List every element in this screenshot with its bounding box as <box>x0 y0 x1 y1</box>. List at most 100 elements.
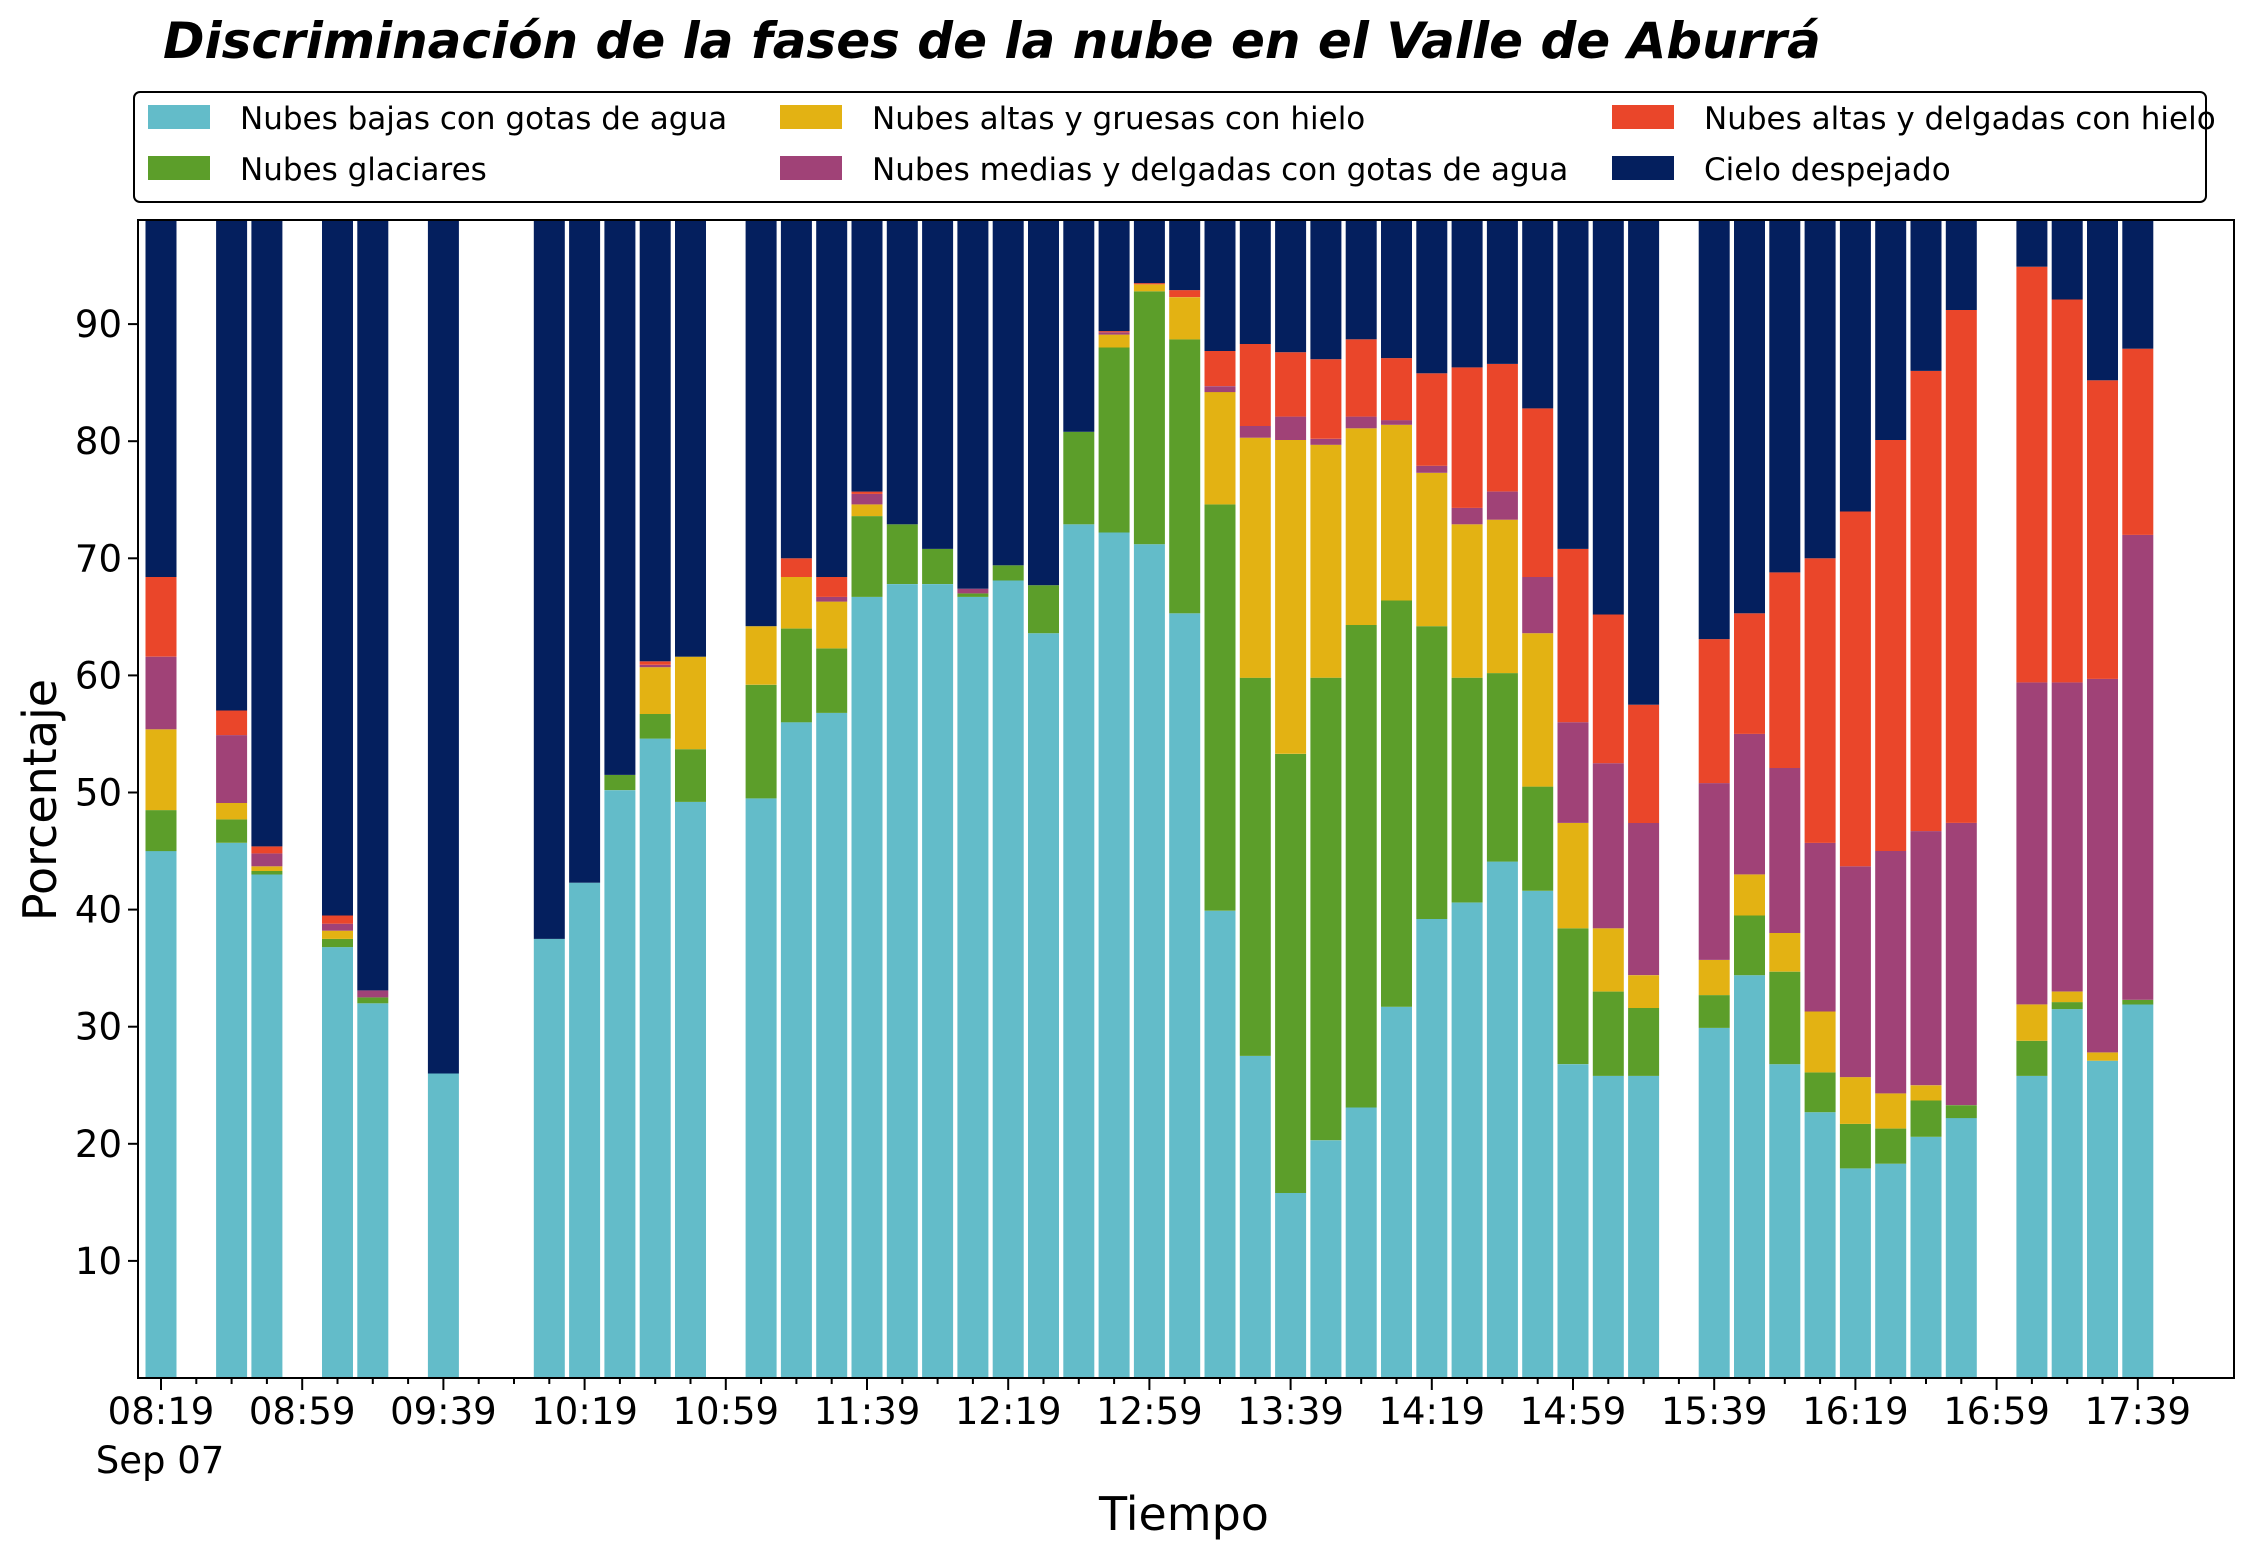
bar-segment <box>992 580 1024 1378</box>
bar-segment <box>1557 548 1589 723</box>
bar-segment <box>145 656 177 730</box>
bar-segment <box>1592 614 1624 764</box>
y-tick-label: 80 <box>75 420 122 463</box>
legend-swatch <box>780 105 842 129</box>
legend-swatch <box>780 156 842 180</box>
bar-segment <box>2087 1060 2118 1378</box>
bar-segment <box>357 220 389 991</box>
bar-segment <box>1910 370 1942 832</box>
bar-segment <box>145 220 177 577</box>
bar-segment <box>569 220 601 883</box>
bar-segment <box>1698 995 1730 1028</box>
bar-segment <box>816 577 848 597</box>
bar-segment <box>1204 910 1236 1378</box>
bar-segment <box>1522 786 1554 891</box>
bar-segment <box>1839 511 1871 867</box>
bar-segment <box>780 722 812 1378</box>
bar-segment <box>1910 1100 1942 1137</box>
bar-segment <box>1769 971 1801 1065</box>
bar-segment <box>1416 465 1448 473</box>
bar-segment <box>1345 428 1377 625</box>
bar-segment <box>957 588 989 594</box>
bar-segment <box>2087 380 2118 679</box>
bar-segment <box>1381 220 1412 359</box>
bar-segment <box>1592 763 1624 929</box>
bar-segment <box>1345 220 1377 340</box>
bar-segment <box>2122 534 2154 1000</box>
y-axis-label: Porcentaje <box>13 679 67 921</box>
bar-segment <box>1028 220 1059 586</box>
bar-segment <box>1945 1105 1977 1119</box>
legend-label: Nubes glaciares <box>240 152 487 188</box>
bar-segment <box>780 220 812 559</box>
bar-segment <box>851 220 883 492</box>
bar-segment <box>1239 344 1271 426</box>
y-tick-label: 90 <box>75 303 122 346</box>
bar-segment <box>639 661 671 665</box>
bar-segment <box>1522 408 1554 577</box>
plot-frame <box>137 219 2235 1379</box>
bar-segment <box>2087 1052 2118 1061</box>
bar-segment <box>886 524 918 584</box>
bar-segment <box>1522 633 1554 787</box>
bar-segment <box>322 220 353 916</box>
bar-segment <box>251 866 283 871</box>
bar-segment <box>1522 890 1554 1378</box>
x-tick-label: 08:19 <box>108 1390 215 1433</box>
bar-segment <box>745 626 777 685</box>
bar-segment <box>1169 220 1201 291</box>
x-tick-label: 11:39 <box>814 1390 921 1433</box>
bar-segment <box>2016 1040 2048 1076</box>
bar-segment <box>1734 220 1765 614</box>
bar-segment <box>1875 1163 1907 1378</box>
bar-segment <box>816 596 848 602</box>
legend: Nubes bajas con gotas de agua Nubes glaci… <box>133 91 2216 203</box>
bar-segment <box>1275 220 1307 353</box>
legend-label: Nubes bajas con gotas de agua <box>240 101 727 137</box>
bar-segment <box>1345 339 1377 417</box>
bar-segment <box>357 990 389 998</box>
bar-segment <box>1628 1008 1660 1076</box>
legend-swatch <box>1612 105 1674 129</box>
bar-segment <box>2016 682 2048 1005</box>
plot-area: 10 20 30 40 50 60 70 80 90 08:19 08:59 09:39 10:19 1… <box>75 219 2235 1433</box>
bar-segment <box>675 656 706 750</box>
x-tick-label: 14:19 <box>1378 1390 1485 1433</box>
bar-segment <box>2051 991 2083 1003</box>
bar-segment <box>1945 822 1977 1106</box>
bar-segment <box>1734 915 1765 976</box>
bar-segment <box>780 577 812 629</box>
bar-segment <box>957 596 989 1378</box>
bar-segment <box>1698 639 1730 784</box>
bar-segment <box>1910 1136 1942 1378</box>
bar-segment <box>322 938 353 948</box>
bar-segment <box>1345 416 1377 429</box>
y-tick-label: 30 <box>75 1006 122 1049</box>
bar-segment <box>1804 1011 1836 1073</box>
bar-segment <box>1239 220 1271 344</box>
bar-segment <box>1945 220 1977 310</box>
bar-segment <box>1839 1168 1871 1378</box>
bar-segment <box>1698 1027 1730 1378</box>
x-tick-label: 14:59 <box>1520 1390 1627 1433</box>
bar-segment <box>2016 220 2048 267</box>
bar-segment <box>1381 1006 1412 1378</box>
bar-segment <box>780 558 812 577</box>
bar-segment <box>816 601 848 649</box>
bar-segment <box>1451 524 1483 678</box>
bar-segment <box>1028 585 1059 634</box>
bar-segment <box>1875 851 1907 1094</box>
bar-segment <box>322 930 353 939</box>
bar-segment <box>639 664 671 668</box>
bar-segment <box>1310 220 1342 360</box>
bar-segment <box>1486 363 1518 492</box>
bar-segment <box>1486 220 1518 364</box>
bar-segment <box>2122 999 2154 1005</box>
x-tick-label: 09:39 <box>390 1390 497 1433</box>
x-tick-label: 10:59 <box>672 1390 779 1433</box>
bar-segment <box>816 712 848 1378</box>
bar-segment <box>604 220 636 775</box>
legend-swatch <box>148 156 210 180</box>
bar-segment <box>1204 220 1236 351</box>
bar-segment <box>1310 677 1342 1141</box>
